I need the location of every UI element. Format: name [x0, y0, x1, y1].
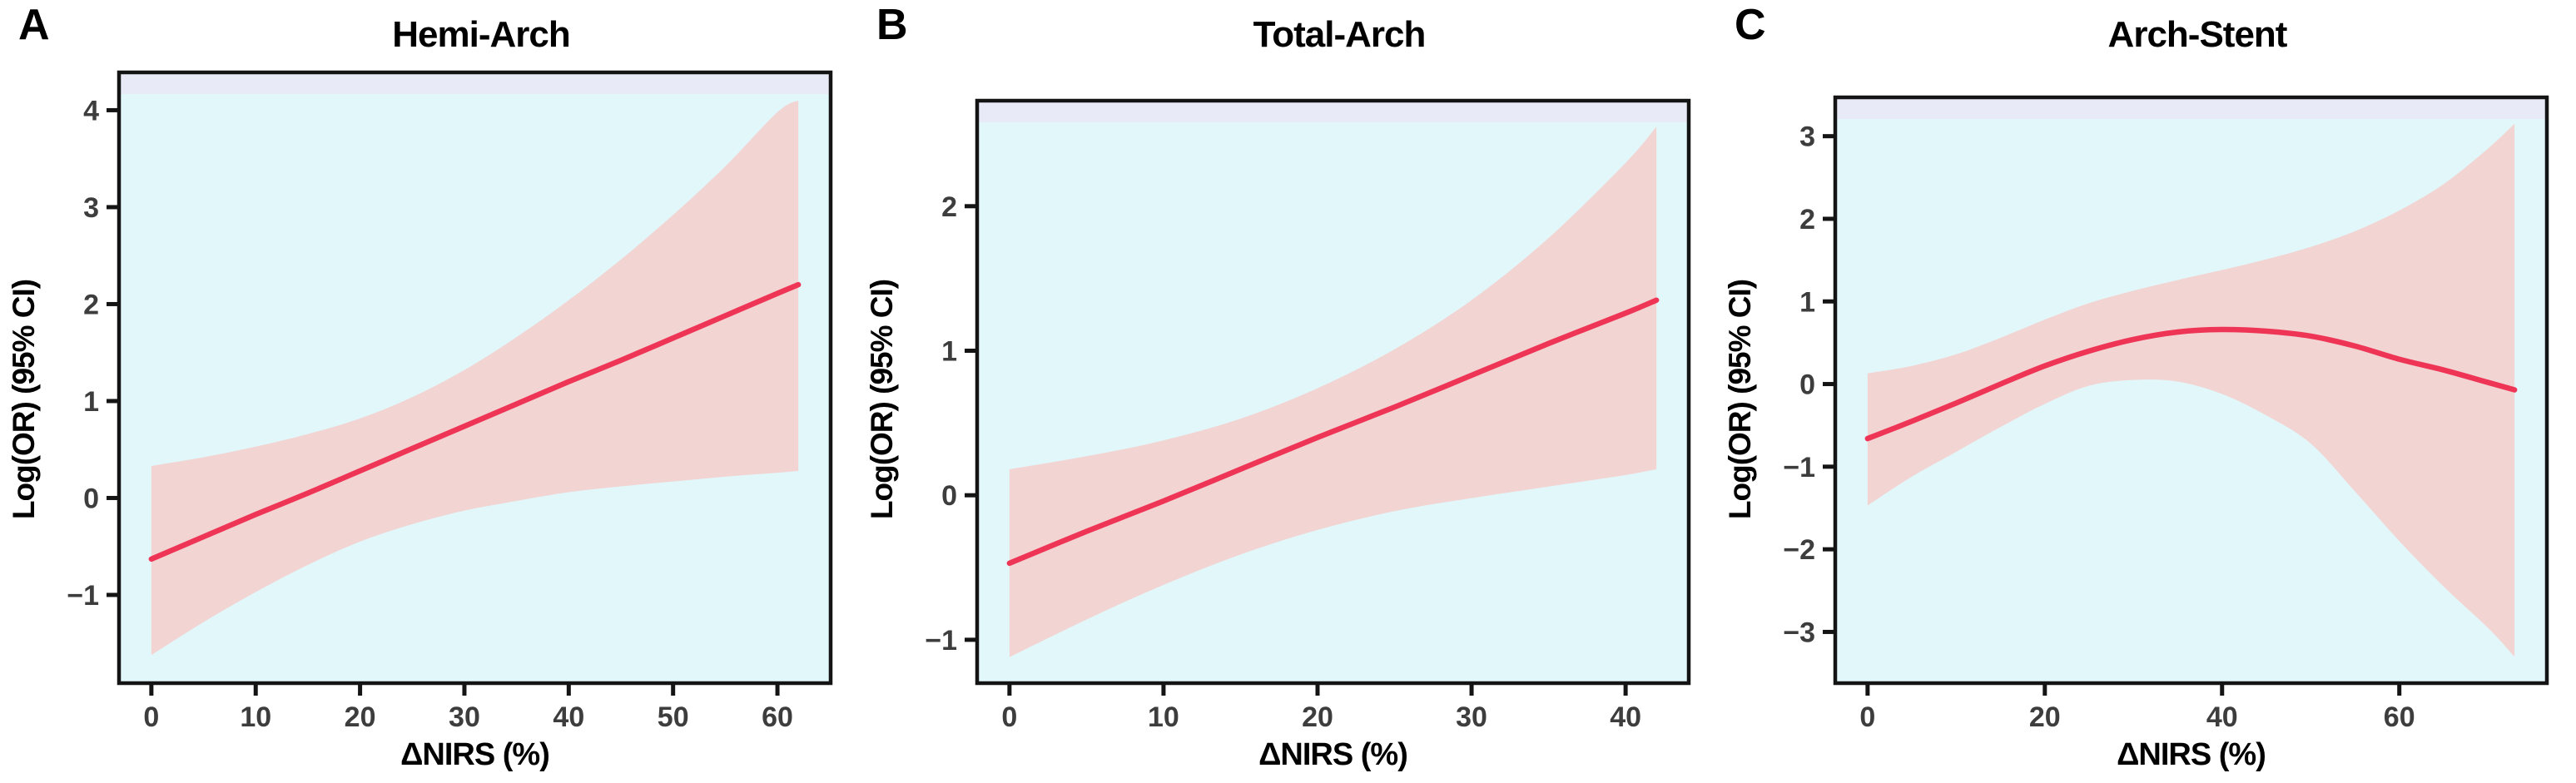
- svg-text:1: 1: [941, 335, 957, 367]
- svg-text:60: 60: [762, 701, 793, 729]
- y-axis-label-column: Log(OR) (95% CI): [0, 70, 48, 729]
- svg-text:4: 4: [83, 95, 99, 126]
- x-axis-label: ΔNIRS (%): [2117, 736, 2266, 772]
- svg-text:1: 1: [1799, 286, 1815, 318]
- svg-text:30: 30: [1456, 701, 1487, 729]
- x-axis-label-row: ΔNIRS (%): [858, 729, 1716, 781]
- panel-total-arch: B Total-Arch Log(OR) (95% CI) 0 10 20 30 40−…: [858, 0, 1716, 783]
- svg-text:−3: −3: [1783, 617, 1815, 648]
- svg-text:40: 40: [1610, 701, 1641, 729]
- panel-title: Hemi-Arch: [392, 14, 571, 55]
- panel-body: Log(OR) (95% CI) 0 20 40 60 −3 −2 −1 0 1 2 3: [1716, 70, 2574, 729]
- svg-text:3: 3: [83, 192, 99, 224]
- svg-text:−1: −1: [1783, 452, 1815, 483]
- panel-title: Total-Arch: [1253, 14, 1427, 55]
- svg-text:60: 60: [2384, 701, 2415, 729]
- y-axis-label: Log(OR) (95% CI): [865, 279, 900, 520]
- svg-text:−2: −2: [1783, 534, 1815, 566]
- panel-header: B Total-Arch: [858, 0, 1716, 70]
- svg-text:20: 20: [345, 701, 376, 729]
- chart-canvas-total-arch: 0 10 20 30 40 −1 0 1 2: [925, 98, 1691, 729]
- svg-text:50: 50: [658, 701, 689, 729]
- y-axis-label-column: Log(OR) (95% CI): [1716, 70, 1764, 729]
- x-axis-label: ΔNIRS (%): [400, 736, 550, 772]
- y-axis-label-column: Log(OR) (95% CI): [858, 70, 906, 729]
- panel-title: Arch-Stent: [2107, 14, 2288, 55]
- svg-text:0: 0: [143, 701, 159, 729]
- panel-letter: A: [18, 1, 50, 49]
- panel-arch-stent: C Arch-Stent Log(OR) (95% CI) 0 20 40 60 −3−…: [1716, 0, 2574, 783]
- x-axis-label: ΔNIRS (%): [1258, 736, 1408, 772]
- x-axis-label-row: ΔNIRS (%): [1716, 729, 2574, 781]
- svg-text:0: 0: [941, 480, 957, 512]
- panel-hemi-arch: A Hemi-Arch Log(OR) (95% CI) 0 10 20 30 40 50…: [0, 0, 858, 783]
- y-axis-label: Log(OR) (95% CI): [1723, 279, 1758, 520]
- panel-body: Log(OR) (95% CI) 0 10 20 30 40 −1 0 1 2: [858, 70, 1716, 729]
- svg-text:30: 30: [449, 701, 480, 729]
- svg-text:2: 2: [83, 289, 99, 320]
- panel-body: Log(OR) (95% CI) 0 10 20 30 40 50 60 −1 0 1 2 3 4: [0, 70, 858, 729]
- svg-text:10: 10: [240, 701, 271, 729]
- panel-letter: C: [1735, 1, 1766, 49]
- svg-text:40: 40: [553, 701, 584, 729]
- svg-text:−1: −1: [67, 580, 99, 612]
- chart-canvas-arch-stent: 0 20 40 60 −3 −2 −1 0 1 2 3: [1783, 95, 2549, 729]
- svg-text:3: 3: [1799, 121, 1815, 153]
- chart-canvas-hemi-arch: 0 10 20 30 40 50 60 −1 0 1 2 3 4: [67, 70, 833, 729]
- y-axis-label: Log(OR) (95% CI): [7, 279, 42, 520]
- svg-text:2: 2: [1799, 204, 1815, 235]
- svg-text:−1: −1: [925, 625, 957, 657]
- svg-text:40: 40: [2206, 701, 2238, 729]
- svg-text:0: 0: [1799, 369, 1815, 401]
- svg-text:0: 0: [1859, 701, 1875, 729]
- svg-text:10: 10: [1148, 701, 1179, 729]
- svg-text:1: 1: [83, 386, 99, 418]
- panel-letter: B: [876, 1, 908, 49]
- svg-text:20: 20: [2029, 701, 2061, 729]
- svg-text:0: 0: [83, 483, 99, 514]
- panel-header: A Hemi-Arch: [0, 0, 858, 70]
- svg-text:0: 0: [1001, 701, 1017, 729]
- panel-header: C Arch-Stent: [1716, 0, 2574, 70]
- x-axis-label-row: ΔNIRS (%): [0, 729, 858, 781]
- svg-text:20: 20: [1302, 701, 1333, 729]
- svg-text:2: 2: [941, 191, 957, 223]
